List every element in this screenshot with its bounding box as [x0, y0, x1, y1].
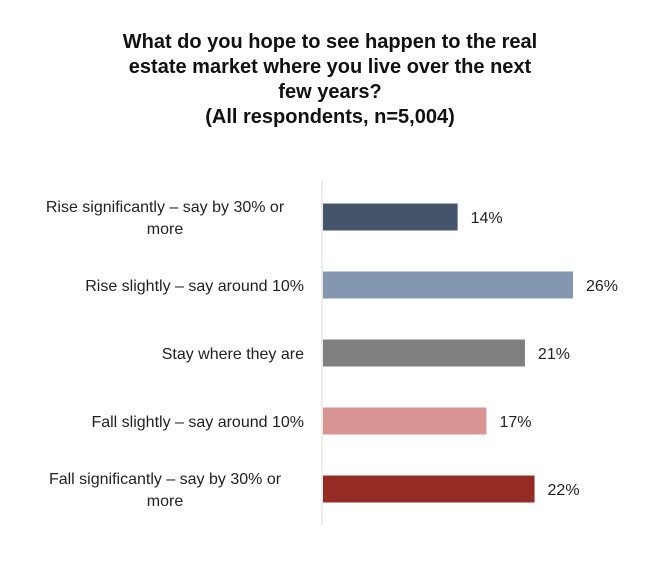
value-label-4: 17%: [499, 414, 531, 431]
category-label-5: Fall significantly – say by 30% or more: [49, 471, 282, 510]
category-label-3-line-1: Stay where they are: [162, 346, 304, 363]
chart-title-line-4: (All respondents, n=5,004): [205, 106, 455, 128]
bar-1: [323, 203, 458, 231]
chart-title-line-3: few years?: [278, 81, 382, 103]
chart-title-line-2: estate market where you live over the ne…: [128, 56, 532, 78]
bars-group: [323, 203, 573, 503]
bar-4: [323, 407, 487, 435]
value-label-1: 14%: [471, 210, 503, 227]
bar-5: [323, 475, 535, 503]
value-label-2: 26%: [586, 278, 618, 295]
category-label-5-line-1: Fall significantly – say by 30% or: [49, 471, 282, 488]
category-labels-group: Rise significantly – say by 30% or moreRi…: [46, 199, 304, 510]
category-label-1: Rise significantly – say by 30% or more: [46, 199, 285, 238]
category-label-5-line-2: more: [147, 493, 184, 510]
category-label-3: Stay where they are: [162, 346, 304, 363]
bar-2: [323, 271, 573, 299]
value-label-3: 21%: [538, 346, 570, 363]
category-label-4: Fall slightly – say around 10%: [91, 414, 304, 431]
chart-title: What do you hope to see happen to the re…: [70, 30, 590, 130]
value-label-5: 22%: [548, 482, 580, 499]
bar-3: [323, 339, 525, 367]
category-label-2: Rise slightly – say around 10%: [85, 278, 304, 295]
category-label-4-line-1: Fall slightly – say around 10%: [91, 414, 304, 431]
category-label-2-line-1: Rise slightly – say around 10%: [85, 278, 304, 295]
value-labels-group: 14% 26% 21% 17% 22%: [471, 210, 618, 499]
category-label-1-line-1: Rise significantly – say by 30% or: [46, 199, 285, 216]
category-label-1-line-2: more: [147, 221, 184, 238]
chart-title-line-1: What do you hope to see happen to the re…: [122, 31, 538, 53]
